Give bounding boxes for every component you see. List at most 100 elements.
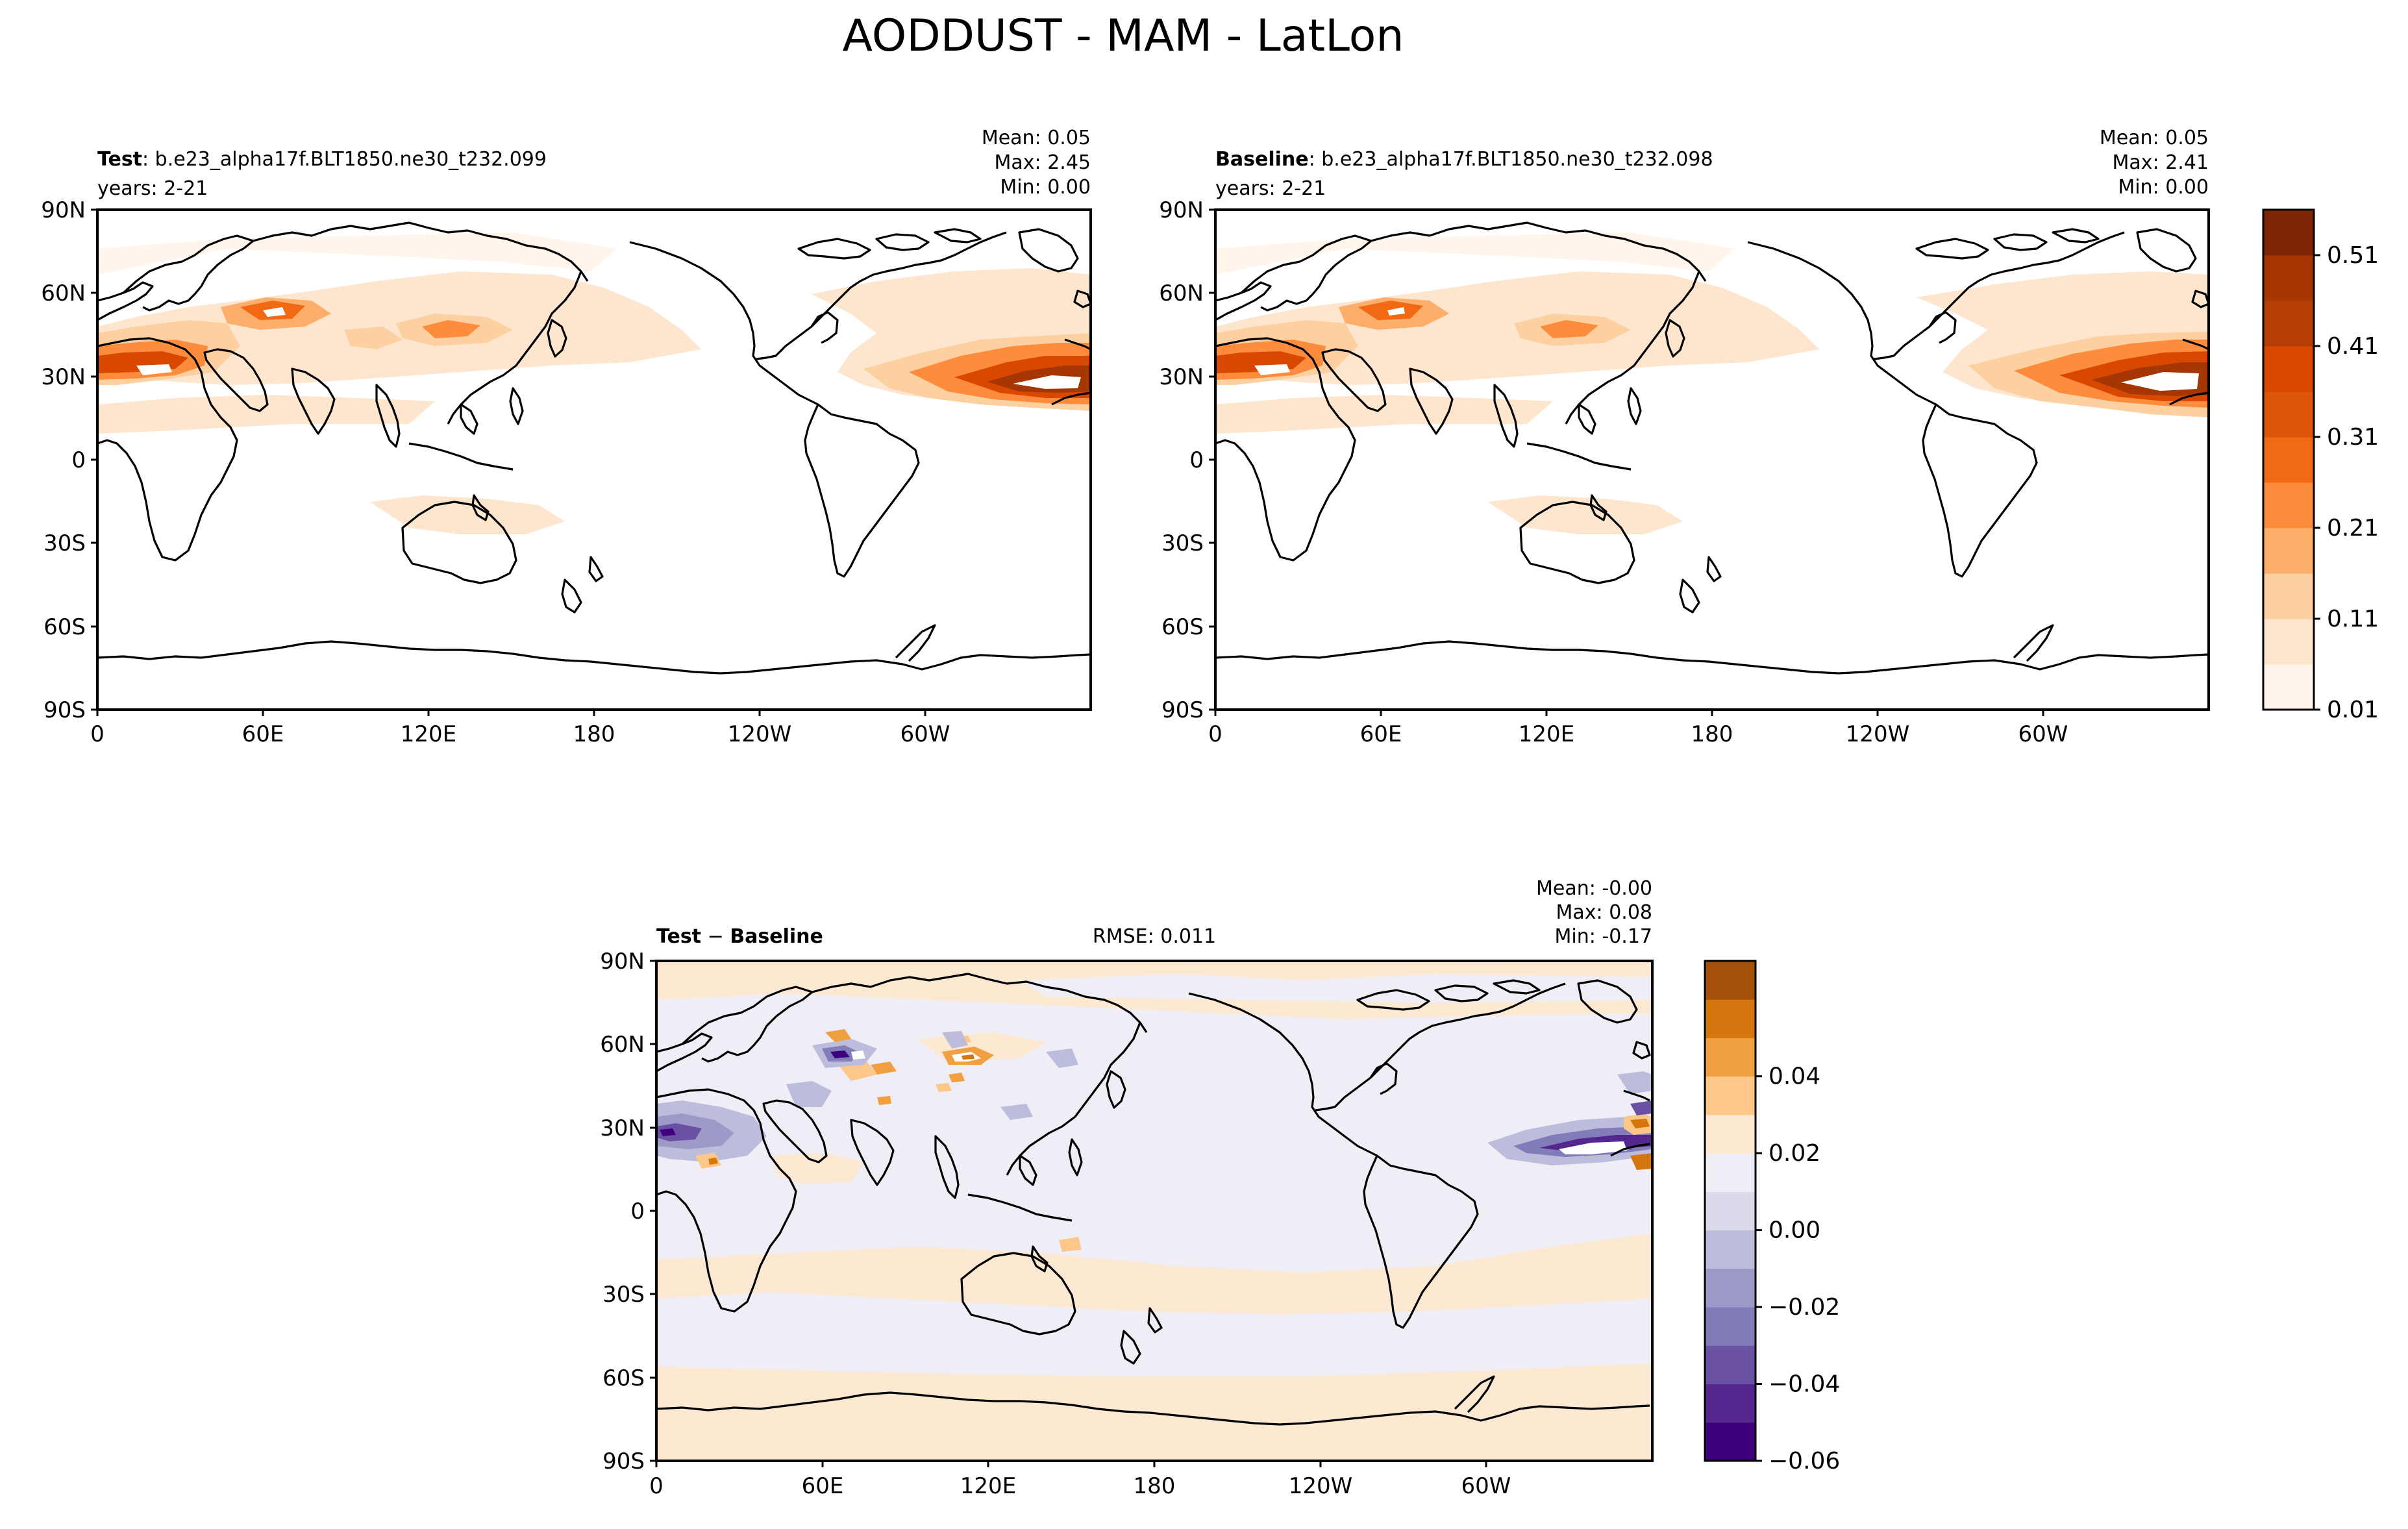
diff-label: Test − Baseline [656,925,823,948]
lon-tick: 0 [1208,710,1223,747]
lon-tick-label: 180 [1134,1473,1176,1499]
diff-colorbar-frame [1704,960,1757,1462]
figure-title: AODDUST - MAM - LatLon [842,10,1404,62]
diff-colorbar-tick-label: −0.06 [1769,1448,1840,1474]
lon-tick: 0 [649,1461,664,1499]
field-colorbar: 0.01 0.11 0.21 0.31 0.41 0.51 [2262,208,2379,723]
lat-tick-label: 0 [1189,447,1204,473]
field-colorbar-swatch [2263,255,2314,301]
lon-tick: 60E [242,710,284,747]
lat-tick: 90S [602,1448,656,1474]
baseline-stat-mean: Mean: 0.05 [2100,127,2209,149]
field-colorbar-tick-label: 0.11 [2327,606,2379,632]
diff-colorbar-swatch [1705,1076,1756,1115]
baseline-lon-axis: 0 60E 120E 180 120W 60W [1208,710,2068,747]
lat-tick-label: 60S [43,614,86,640]
lat-tick-label: 60N [600,1032,645,1058]
diff-colorbar-swatch [1705,961,1756,1000]
lat-tick-label: 30N [1159,364,1204,390]
diff-colorbar-swatch [1705,1307,1756,1346]
lon-tick-label: 120E [1519,721,1574,747]
lon-tick-label: 120W [728,721,792,747]
lat-tick: 60N [600,1032,656,1058]
lon-tick: 120E [1519,710,1574,747]
lat-tick: 90N [1159,197,1215,223]
lat-tick: 60N [41,280,97,306]
test-label-rest: : b.e23_alpha17f.BLT1850.ne30_t232.099 [142,148,547,171]
lon-tick: 120W [1289,1461,1352,1499]
lat-tick: 0 [630,1199,656,1224]
lon-tick-label: 0 [649,1473,664,1499]
test-stat-mean: Mean: 0.05 [982,127,1091,149]
field-colorbar-swatch [2263,346,2314,392]
lat-tick: 90N [41,197,97,223]
lon-tick-label: 180 [1691,721,1733,747]
diff-colorbar-tick-label: 0.04 [1769,1063,1820,1090]
lon-tick-label: 60E [802,1473,844,1499]
diff-colorbar: −0.06 −0.04 −0.02 0.00 0.02 0.04 [1704,960,1840,1474]
field-colorbar-swatch [2263,573,2314,619]
lat-tick-label: 60S [602,1365,645,1391]
lat-tick-label: 60N [41,280,86,306]
field-colorbar-tick-label: 0.01 [2327,697,2379,723]
lon-tick-label: 60W [1461,1473,1511,1499]
lat-tick-label: 90N [600,949,645,975]
lon-tick-label: 60W [2018,721,2068,747]
field-colorbar-tick-label: 0.41 [2327,333,2379,360]
lat-tick-label: 0 [71,447,86,473]
lon-tick-label: 120E [960,1473,1016,1499]
lat-tick: 30S [43,530,97,556]
diff-label-b: Baseline [730,925,823,948]
lon-tick: 60W [900,710,950,747]
lon-tick: 60W [1461,1461,1511,1499]
field-colorbar-tick-label: 0.31 [2327,424,2379,451]
test-stat-max: Max: 2.45 [995,151,1091,174]
lon-tick: 60E [1360,710,1402,747]
lat-tick: 30N [1159,364,1215,390]
test-years: years: 2-21 [97,177,208,200]
field-colorbar-swatch [2263,437,2314,483]
lat-tick: 90S [1161,697,1215,723]
lon-tick: 120E [401,710,456,747]
diff-colorbar-swatch [1705,1422,1756,1461]
lat-tick-label: 0 [630,1199,645,1224]
lat-tick: 60N [1159,280,1215,306]
baseline-lat-axis: 90N 60N 30N 0 30S 60S 90S [1159,197,1215,723]
diff-colorbar-swatch [1705,1038,1756,1077]
diff-colorbar-tick-label: −0.02 [1769,1294,1840,1321]
lon-tick: 120W [728,710,792,747]
diff-colorbar-swatch [1705,1345,1756,1385]
diff-colorbar-swatch [1705,1268,1756,1308]
field-colorbar-swatch [2263,619,2314,665]
lon-tick: 180 [573,710,615,747]
diff-stat-mean: Mean: -0.00 [1536,877,1652,900]
lat-tick-label: 60S [1161,614,1204,640]
lat-tick: 90S [43,697,97,723]
lat-tick-label: 90S [43,697,86,723]
diff-rmse: RMSE: 0.011 [1093,925,1216,948]
field-colorbar-swatch [2263,210,2314,256]
lon-tick-label: 120W [1846,721,1910,747]
lon-tick: 60W [2018,710,2068,747]
baseline-stat-min: Min: 0.00 [2118,176,2209,199]
lat-tick-label: 30S [602,1282,645,1308]
lon-tick-label: 60E [242,721,284,747]
lat-tick-label: 30N [41,364,86,390]
test-label: Test: b.e23_alpha17f.BLT1850.ne30_t232.0… [97,148,547,171]
lon-tick: 180 [1134,1461,1176,1499]
diff-stat-min: Min: -0.17 [1555,925,1653,948]
lat-tick-label: 90S [602,1448,645,1474]
test-lat-axis: 90N 60N 30N 0 30S 60S 90S [41,197,97,723]
diff-lat-axis: 90N 60N 30N 0 30S 60S 90S [600,949,656,1474]
baseline-map [1215,210,2209,710]
test-panel: Test: b.e23_alpha17f.BLT1850.ne30_t232.0… [41,127,1092,747]
test-label-bold: Test [97,148,142,171]
lat-tick: 30N [600,1115,656,1141]
lon-tick-label: 60W [900,721,950,747]
lat-tick-label: 60N [1159,280,1204,306]
diff-colorbar-swatch [1705,999,1756,1038]
baseline-panel: Baseline: b.e23_alpha17f.BLT1850.ne30_t2… [1159,127,2210,747]
lat-tick-label: 30S [43,530,86,556]
lat-tick: 30N [41,364,97,390]
